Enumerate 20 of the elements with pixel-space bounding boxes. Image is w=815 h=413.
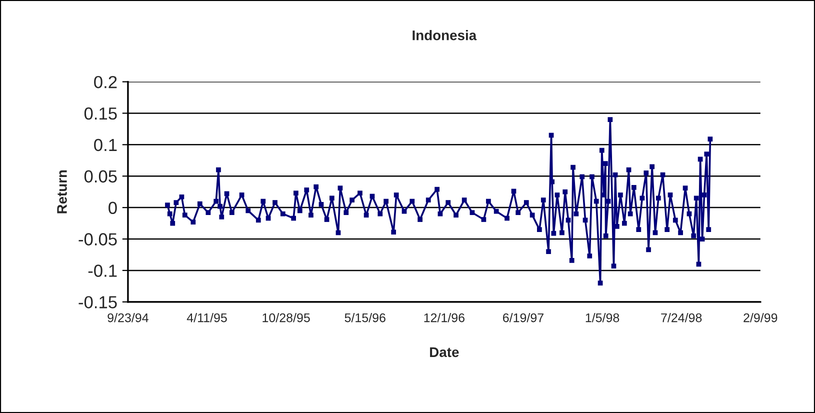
x-tick-label: 4/11/95	[186, 313, 227, 322]
y-tick-label: 0.15	[84, 107, 117, 120]
y-tick-label: 0.05	[84, 170, 117, 183]
y-tick-label: -0.15	[78, 296, 117, 308]
chart-title: Indonesia	[412, 30, 477, 40]
x-tick-label: 2/9/99	[744, 313, 778, 322]
x-tick-label: 7/24/98	[661, 313, 702, 322]
x-tick-label: 1/5/98	[586, 313, 620, 322]
y-tick-label: -0.1	[88, 264, 117, 277]
x-tick-label: 6/19/97	[503, 313, 544, 322]
x-tick-label: 5/15/96	[344, 313, 386, 322]
y-tick-label: 0	[108, 202, 117, 214]
y-tick-label: -0.05	[78, 233, 117, 246]
y-axis-title: Return	[57, 170, 67, 214]
x-tick-label: 12/1/96	[424, 313, 464, 322]
y-tick-label: 0.1	[94, 138, 117, 152]
x-tick-label: 9/23/94	[108, 313, 148, 322]
x-tick-label: 10/28/95	[262, 313, 310, 322]
y-tick-label: 0.2	[94, 76, 117, 88]
x-axis-title: Date	[430, 347, 459, 358]
